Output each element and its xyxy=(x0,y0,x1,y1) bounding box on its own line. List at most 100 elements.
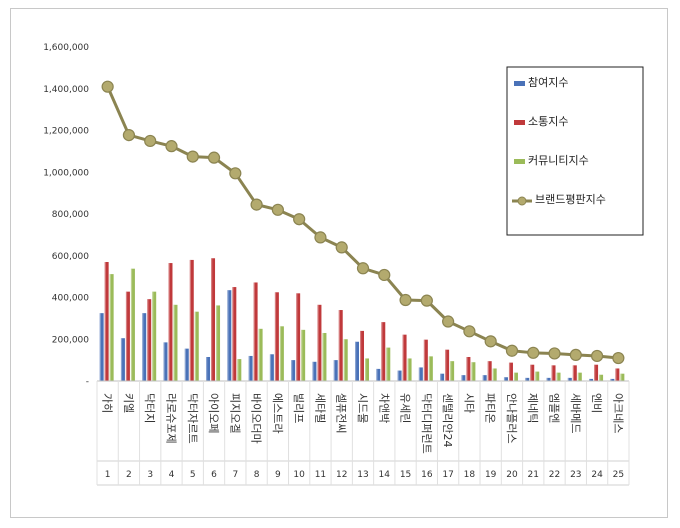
bar-highlight xyxy=(482,375,484,381)
bar xyxy=(402,334,407,381)
bar xyxy=(317,304,322,381)
bar xyxy=(338,310,343,381)
bar xyxy=(551,365,556,381)
line-point xyxy=(144,134,157,148)
y-tick-label: 1,600,000 xyxy=(43,43,89,53)
y-axis: - 200,000 400,000 600,000 800,000 1,000,000 1,… xyxy=(43,43,89,387)
bar xyxy=(423,339,428,381)
bar-highlight xyxy=(466,356,468,381)
bar xyxy=(130,268,135,381)
bar xyxy=(450,361,455,381)
bar xyxy=(445,349,450,381)
bar xyxy=(360,330,364,381)
legend-swatch xyxy=(514,81,525,86)
legend-label: 커뮤니티지수 xyxy=(528,154,589,167)
line-point xyxy=(505,344,519,357)
category-label: 파티온 xyxy=(484,393,497,423)
bar-highlight xyxy=(418,367,421,381)
bar xyxy=(610,378,615,381)
y-tick-label: 600,000 xyxy=(52,252,89,262)
bar-highlight xyxy=(269,354,272,381)
category-label: 셀퓨전씨 xyxy=(335,393,348,433)
bar-highlight xyxy=(445,349,447,381)
bar xyxy=(615,368,620,381)
rank-label: 12 xyxy=(336,470,347,480)
bar-highlight xyxy=(142,313,144,381)
bar-series-2 xyxy=(104,258,620,381)
bar xyxy=(471,362,476,381)
bar xyxy=(291,360,296,381)
category-label: 닥터디퍼런트 xyxy=(420,393,433,454)
bar-highlight xyxy=(508,362,511,381)
bar xyxy=(147,299,152,381)
legend-swatch-point xyxy=(517,196,527,206)
bar-highlight xyxy=(355,341,357,381)
bar xyxy=(99,313,104,381)
bar-highlight xyxy=(237,359,239,381)
bar-highlight xyxy=(301,329,303,381)
rank-label: 4 xyxy=(169,470,175,480)
bar-highlight xyxy=(365,358,367,381)
bar xyxy=(546,377,551,381)
bar xyxy=(407,358,412,381)
rank-label: 16 xyxy=(421,470,433,480)
category-label: 가히 xyxy=(101,393,115,413)
rank-label: 19 xyxy=(485,470,497,480)
legend-label: 참여지수 xyxy=(528,76,568,89)
bar-highlight xyxy=(546,377,548,381)
category-label: 시타 xyxy=(462,393,475,413)
line-point xyxy=(207,151,221,164)
bar xyxy=(206,356,211,381)
bar xyxy=(301,329,306,381)
rank-label: 22 xyxy=(549,470,560,480)
bar-highlight xyxy=(423,339,426,381)
legend-label: 브랜드평판지수 xyxy=(535,193,606,206)
bar xyxy=(253,282,258,381)
category-label: 라로슈포제 xyxy=(164,393,177,444)
category-label: 제네틱 xyxy=(526,393,539,423)
y-tick-label: 1,000,000 xyxy=(43,168,89,178)
rank-label: 15 xyxy=(400,470,411,480)
bar xyxy=(120,338,125,381)
rank-label: 23 xyxy=(570,470,581,480)
rank-label: 21 xyxy=(528,470,539,480)
bar-highlight xyxy=(551,365,553,381)
bar xyxy=(322,332,327,381)
category-label: 닥터자르트 xyxy=(186,393,199,444)
line-point xyxy=(527,346,540,359)
bar-highlight xyxy=(620,373,622,381)
bar xyxy=(492,368,497,381)
bar-highlight xyxy=(317,304,319,381)
bar xyxy=(173,304,178,381)
bar-highlight xyxy=(104,262,106,381)
bar-highlight xyxy=(572,365,574,381)
line-point xyxy=(590,349,604,363)
bar-highlight xyxy=(360,330,362,381)
bar xyxy=(333,360,338,381)
rank-label: 6 xyxy=(211,470,217,480)
rank-label: 14 xyxy=(379,470,391,480)
bar xyxy=(530,364,535,381)
bar-highlight xyxy=(525,377,527,381)
bar-highlight xyxy=(168,263,170,381)
bar-highlight xyxy=(535,371,537,381)
brand-reputation-chart: - 200,000 400,000 600,000 800,000 1,000,000 1,… xyxy=(43,43,644,486)
category-label: 아크네스 xyxy=(611,393,624,433)
bar xyxy=(461,375,466,381)
bar xyxy=(216,305,221,381)
rank-label: 17 xyxy=(442,470,453,480)
category-label: 시드물 xyxy=(356,393,369,423)
bar-highlight xyxy=(232,287,234,381)
bar-highlight xyxy=(322,332,324,381)
bar xyxy=(312,361,317,381)
bar-series-group xyxy=(97,258,629,382)
bar-highlight xyxy=(99,313,101,381)
bar-highlight xyxy=(513,372,516,381)
bar-highlight xyxy=(461,375,463,381)
line-point xyxy=(399,293,412,307)
bar-highlight xyxy=(577,372,579,381)
category-label: 닥터지 xyxy=(143,393,156,423)
bar xyxy=(482,375,487,381)
bar-highlight xyxy=(291,360,293,381)
bar xyxy=(572,365,577,381)
